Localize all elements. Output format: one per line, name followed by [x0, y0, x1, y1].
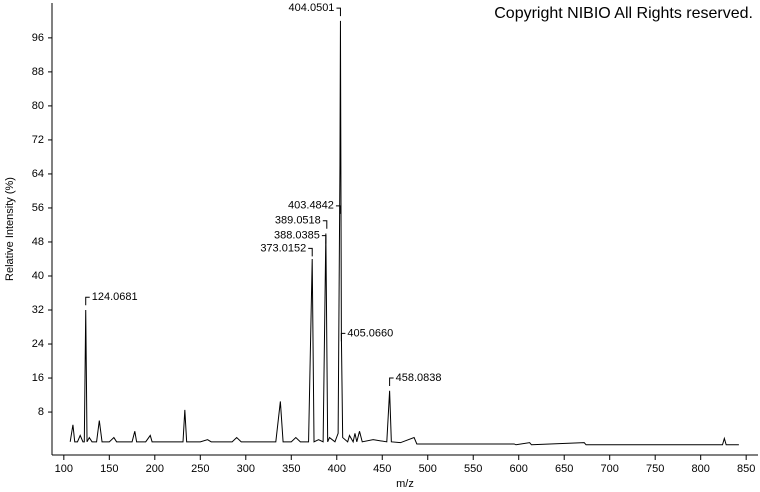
annotation-bracket	[389, 377, 394, 387]
annotation-label: 405.0660	[347, 327, 393, 339]
annotation-label: 404.0501	[289, 2, 335, 14]
y-tick-label: 72	[32, 134, 44, 146]
x-tick-label: 250	[191, 463, 209, 475]
x-tick-label: 150	[100, 463, 118, 475]
y-tick-label: 8	[38, 406, 44, 418]
x-tick-label: 500	[419, 463, 437, 475]
annotation-bracket	[340, 332, 346, 342]
x-tick-label: 400	[328, 463, 346, 475]
y-tick-label: 16	[32, 372, 44, 384]
x-tick-label: 200	[146, 463, 164, 475]
spectrum-line	[69, 20, 739, 446]
annotation-label: 124.0681	[92, 291, 138, 303]
watermark: Copyright NIBIO All Rights reserved.	[494, 5, 753, 22]
x-tick-label: 750	[646, 463, 664, 475]
x-tick-label: 850	[737, 463, 755, 475]
y-tick-label: 80	[32, 100, 44, 112]
x-tick-label: 650	[555, 463, 573, 475]
y-tick-label: 96	[32, 32, 44, 44]
x-axis-label: m/z	[396, 478, 414, 490]
annotation-label: 388.0385	[274, 229, 320, 241]
x-tick-label: 100	[55, 463, 73, 475]
annotation-bracket	[322, 220, 328, 229]
y-axis-label: Relative Intensity (%)	[4, 177, 16, 281]
y-tick-label: 40	[32, 270, 44, 282]
annotation-bracket	[335, 205, 341, 214]
x-tick-label: 350	[282, 463, 300, 475]
annotation-label: 389.0518	[275, 215, 321, 227]
annotation-bracket	[336, 7, 341, 17]
y-tick-label: 32	[32, 304, 44, 316]
y-tick-label: 88	[32, 66, 44, 78]
x-tick-label: 600	[510, 463, 528, 475]
x-tick-label: 700	[601, 463, 619, 475]
x-tick-label: 300	[237, 463, 255, 475]
x-tick-label: 550	[464, 463, 482, 475]
annotation-bracket	[85, 296, 90, 306]
y-tick-label: 24	[32, 338, 44, 350]
y-tick-label: 48	[32, 236, 44, 248]
annotation-label: 403.4842	[288, 200, 334, 212]
y-tick-label: 64	[32, 168, 44, 180]
x-tick-label: 800	[692, 463, 710, 475]
annotation-bracket	[321, 235, 327, 244]
annotation-bracket	[308, 247, 313, 257]
annotation-label: 373.0152	[260, 242, 306, 254]
x-tick-label: 450	[373, 463, 391, 475]
y-tick-label: 56	[32, 202, 44, 214]
annotation-label: 458.0838	[396, 372, 442, 384]
